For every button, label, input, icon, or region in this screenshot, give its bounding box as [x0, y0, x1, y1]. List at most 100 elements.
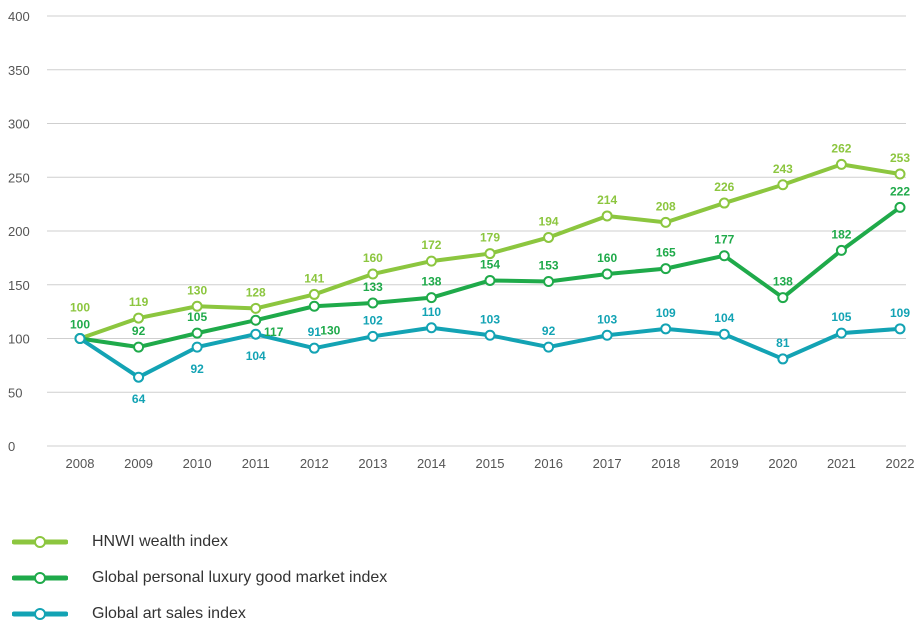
data-point: [660, 263, 672, 275]
data-point: [191, 341, 203, 353]
legend-label-art: Global art sales index: [92, 605, 246, 622]
data-label: 130: [320, 323, 340, 337]
x-tick-label: 2017: [593, 456, 622, 471]
data-point: [718, 250, 730, 262]
y-tick-label: 100: [8, 332, 30, 347]
x-tick-label: 2011: [242, 456, 270, 471]
data-point: [777, 179, 789, 191]
data-point: [133, 312, 145, 324]
legend-swatch-art: [12, 608, 68, 620]
series-points: [74, 158, 906, 383]
grid-lines: [47, 15, 906, 447]
legend-item-luxury: Global personal luxury good market index: [12, 560, 387, 596]
y-tick-label: 200: [8, 224, 30, 239]
data-point: [250, 328, 262, 340]
data-point: [718, 328, 730, 340]
data-label: 103: [597, 312, 617, 326]
data-point: [835, 158, 847, 170]
data-label: 92: [132, 324, 146, 338]
data-point: [133, 341, 145, 353]
data-label: 109: [890, 306, 910, 320]
data-point: [484, 274, 496, 286]
data-label: 92: [190, 362, 204, 376]
data-label: 64: [132, 392, 146, 406]
data-label: 222: [890, 184, 910, 198]
legend: HNWI wealth index Global personal luxury…: [12, 524, 387, 632]
data-point: [777, 292, 789, 304]
data-point: [894, 168, 906, 180]
data-label: 119: [129, 295, 149, 309]
x-tick-label: 2021: [827, 456, 856, 471]
data-point: [367, 330, 379, 342]
x-tick-label: 2009: [124, 456, 153, 471]
data-label: 182: [831, 227, 851, 241]
data-point: [718, 197, 730, 209]
x-tick-label: 2019: [710, 456, 739, 471]
data-point: [543, 341, 555, 353]
x-tick-label: 2010: [183, 456, 212, 471]
y-tick-label: 150: [8, 278, 30, 293]
data-point: [894, 201, 906, 213]
data-label: 105: [187, 310, 207, 324]
y-tick-label: 400: [8, 9, 30, 24]
x-tick-label: 2013: [358, 456, 387, 471]
data-point: [894, 323, 906, 335]
data-label: 133: [363, 280, 383, 294]
y-tick-label: 50: [8, 385, 22, 400]
data-label: 165: [656, 246, 676, 260]
data-label: 105: [831, 310, 851, 324]
y-tick-label: 0: [8, 439, 15, 454]
data-label: 194: [539, 214, 559, 228]
data-label: 104: [246, 349, 266, 363]
data-label: 172: [421, 238, 441, 252]
data-point: [191, 300, 203, 312]
x-tick-label: 2012: [300, 456, 329, 471]
x-tick-label: 2018: [651, 456, 680, 471]
legend-item-hnwi: HNWI wealth index: [12, 524, 387, 560]
data-point: [601, 329, 613, 341]
x-axis-ticks: 2008 2009 2010 2011 2012 2013 2014 2015 2016 2017…: [66, 456, 915, 471]
data-label: 128: [246, 285, 266, 299]
data-label: 109: [656, 306, 676, 320]
legend-swatch-hnwi: [12, 536, 68, 548]
data-label: 100: [70, 318, 90, 332]
data-point: [250, 302, 262, 314]
x-tick-label: 2014: [417, 456, 446, 471]
data-point: [308, 288, 320, 300]
data-label: 81: [776, 336, 790, 350]
data-label: 138: [773, 275, 793, 289]
data-labels: 100 119 130 128 141 160 172 179 194 214 208 226 243 2…: [70, 141, 910, 406]
data-point: [543, 276, 555, 288]
data-label: 179: [480, 231, 500, 245]
data-label: 117: [264, 325, 284, 339]
legend-swatch-luxury: [12, 572, 68, 584]
data-label: 253: [890, 151, 910, 165]
data-label: 103: [480, 312, 500, 326]
x-tick-label: 2015: [476, 456, 505, 471]
data-point: [660, 216, 672, 228]
data-label: 214: [597, 193, 617, 207]
data-label: 177: [714, 233, 734, 247]
data-point: [543, 231, 555, 243]
legend-item-art: Global art sales index: [12, 596, 387, 632]
data-label: 153: [539, 259, 559, 273]
y-tick-label: 300: [8, 117, 30, 132]
y-tick-label: 350: [8, 63, 30, 78]
data-label: 208: [656, 199, 676, 213]
data-point: [660, 323, 672, 335]
data-label: 243: [773, 162, 793, 176]
data-point: [191, 327, 203, 339]
y-tick-label: 250: [8, 170, 30, 185]
data-label: 130: [187, 283, 207, 297]
data-label: 102: [363, 313, 383, 327]
data-point: [601, 210, 613, 222]
data-label: 110: [422, 305, 442, 319]
data-point: [133, 371, 145, 383]
data-label: 138: [421, 275, 441, 289]
data-label: 91: [308, 325, 322, 339]
data-point: [484, 248, 496, 260]
data-label: 104: [714, 311, 734, 325]
data-point: [308, 300, 320, 312]
data-point: [835, 244, 847, 256]
